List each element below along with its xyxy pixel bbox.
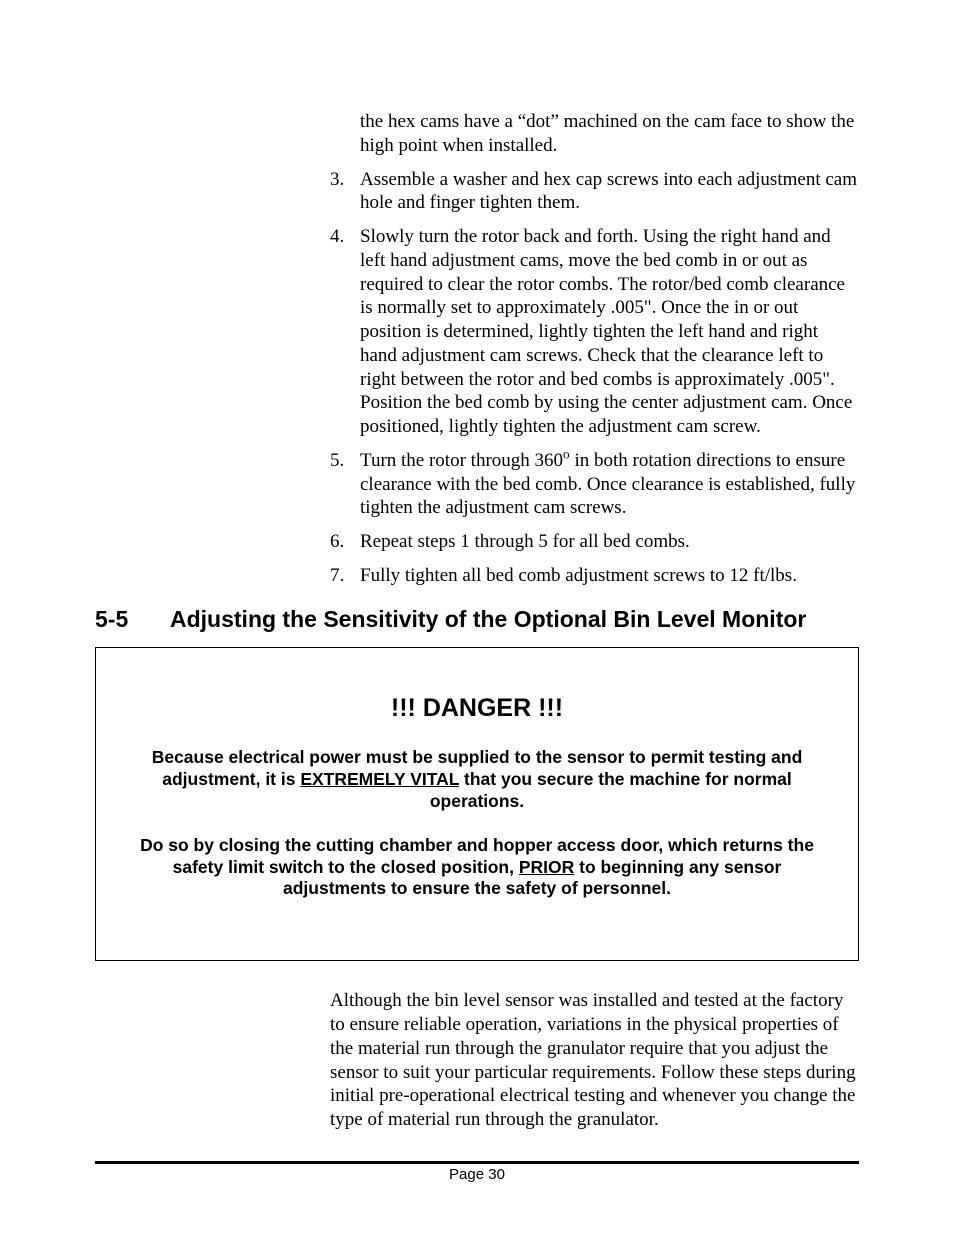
- list-item-number: 7.: [330, 564, 360, 588]
- list-item-number: 6.: [330, 530, 360, 554]
- list-item-text: the hex cams have a “dot” machined on th…: [360, 110, 859, 158]
- list-item: 6. Repeat steps 1 through 5 for all bed …: [330, 530, 859, 554]
- danger-paragraph: Because electrical power must be supplie…: [136, 747, 818, 813]
- list-item-text: Assemble a washer and hex cap screws int…: [360, 168, 859, 216]
- page: 0. the hex cams have a “dot” machined on…: [0, 0, 954, 1235]
- section-number: 5-5: [95, 606, 170, 634]
- danger-box: !!! DANGER !!! Because electrical power …: [95, 647, 859, 961]
- section-title: Adjusting the Sensitivity of the Optiona…: [170, 606, 859, 634]
- instruction-list: 0. the hex cams have a “dot” machined on…: [330, 110, 859, 588]
- page-footer: Page 30: [95, 1161, 859, 1183]
- list-item-text: Repeat steps 1 through 5 for all bed com…: [360, 530, 859, 554]
- list-item-number: 3.: [330, 168, 360, 216]
- list-item: 4. Slowly turn the rotor back and forth.…: [330, 225, 859, 439]
- page-number: Page 30: [95, 1166, 859, 1183]
- list-item: 7. Fully tighten all bed comb adjustment…: [330, 564, 859, 588]
- danger-title: !!! DANGER !!!: [136, 694, 818, 723]
- body-paragraph: Although the bin level sensor was instal…: [330, 989, 859, 1132]
- danger-paragraph: Do so by closing the cutting chamber and…: [136, 835, 818, 901]
- list-item-text: Slowly turn the rotor back and forth. Us…: [360, 225, 859, 439]
- list-item: 5. Turn the rotor through 360o in both r…: [330, 449, 859, 520]
- list-item-number: 4.: [330, 225, 360, 439]
- list-item: 3. Assemble a washer and hex cap screws …: [330, 168, 859, 216]
- list-item-continuation: 0. the hex cams have a “dot” machined on…: [330, 110, 859, 158]
- footer-rule: [95, 1161, 859, 1164]
- list-item-text: Fully tighten all bed comb adjustment sc…: [360, 564, 859, 588]
- section-heading: 5-5 Adjusting the Sensitivity of the Opt…: [95, 606, 859, 634]
- list-item-number: 5.: [330, 449, 360, 520]
- list-item-text: Turn the rotor through 360o in both rota…: [360, 449, 859, 520]
